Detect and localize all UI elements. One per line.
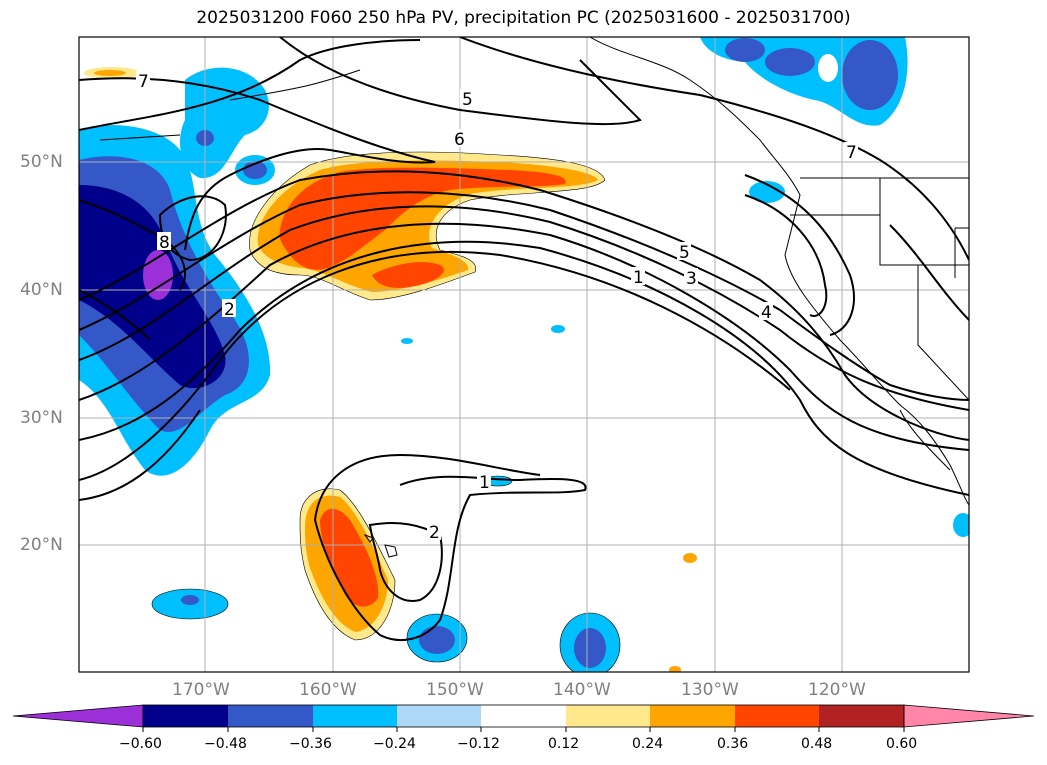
- contour-label-4: 4: [759, 302, 773, 323]
- colorbar-frame: [142, 704, 905, 728]
- map-title: 2025031200 F060 250 hPa PV, precipitatio…: [196, 8, 851, 28]
- lat-label-20n: 20°N: [20, 535, 63, 555]
- contour-label: 5: [462, 90, 473, 110]
- colorbar-segment: [397, 705, 481, 727]
- contour-label-1-east: 1: [631, 267, 645, 288]
- coastlines: [99, 37, 969, 558]
- colorbar-segment: [819, 705, 904, 727]
- contour-label: 4: [761, 303, 772, 323]
- contour-label: 2: [224, 300, 235, 320]
- lat-label-40n: 40°N: [20, 280, 63, 300]
- contour-label: 1: [633, 268, 644, 288]
- colorbar-tick-label: 0.24: [632, 736, 664, 752]
- colorbar-segment: [566, 705, 650, 727]
- graticule: [79, 37, 969, 672]
- colorbar-tick-label: 0.12: [548, 736, 580, 752]
- colorbar-extend-max: [903, 704, 1035, 728]
- colorbar-tick-label: 0.60: [886, 736, 918, 752]
- contour-label-1-south: 1: [477, 472, 491, 493]
- contour-label: 7: [846, 143, 857, 163]
- contour-label-3: 3: [684, 268, 698, 289]
- colorbar-tick-label: −0.36: [289, 736, 332, 752]
- colorbar-tick-label: 0.36: [717, 736, 749, 752]
- contour-label: 3: [686, 269, 697, 289]
- colorbar-segment: [481, 705, 566, 727]
- contour-label-8: 8: [157, 232, 171, 253]
- lon-label-120w: 120°W: [808, 680, 866, 700]
- pv-contours: [79, 37, 969, 641]
- colorbar-tick-label: 0.48: [801, 736, 833, 752]
- contour-label: 1: [479, 473, 490, 493]
- colorbar-extend-min: [12, 704, 144, 728]
- contour-label: 6: [454, 130, 465, 150]
- lon-label-130w: 130°W: [681, 680, 739, 700]
- lon-label-150w: 150°W: [426, 680, 484, 700]
- contour-label-2-south: 2: [427, 522, 441, 543]
- contour-label: 8: [159, 233, 170, 253]
- contour-label-5-north: 5: [460, 89, 474, 110]
- negative-anomaly-shading: [79, 37, 969, 672]
- lat-label-30n: 30°N: [20, 408, 63, 428]
- contour-label-7-west: 7: [136, 71, 150, 92]
- colorbar-segment: [228, 705, 313, 727]
- colorbar-segment: [650, 705, 735, 727]
- colorbar-segment: [143, 705, 228, 727]
- contour-label: 2: [429, 523, 440, 543]
- lon-label-160w: 160°W: [299, 680, 357, 700]
- contour-label-5-east: 5: [677, 242, 691, 263]
- contour-label-2-west: 2: [222, 299, 236, 320]
- colorbar-segment: [735, 705, 819, 727]
- lon-label-170w: 170°W: [172, 680, 230, 700]
- contour-label-6: 6: [452, 129, 466, 150]
- contour-label: 5: [679, 243, 690, 263]
- map-frame: [78, 36, 970, 673]
- colorbar: [12, 704, 1035, 732]
- pv-contour-labels: 7 5 6 2 8 5 3: [136, 71, 858, 543]
- contour-label: 7: [138, 72, 149, 92]
- positive-anomaly-shading: [84, 67, 697, 672]
- lon-label-140w: 140°W: [553, 680, 611, 700]
- colorbar-tick-label: −0.48: [204, 736, 247, 752]
- colorbar-tick-label: −0.24: [373, 736, 416, 752]
- lat-label-50n: 50°N: [20, 152, 63, 172]
- contour-label-7-east: 7: [844, 142, 858, 163]
- colorbar-tick-label: −0.60: [119, 736, 162, 752]
- colorbar-segment: [313, 705, 397, 727]
- colorbar-tick-label: −0.12: [457, 736, 500, 752]
